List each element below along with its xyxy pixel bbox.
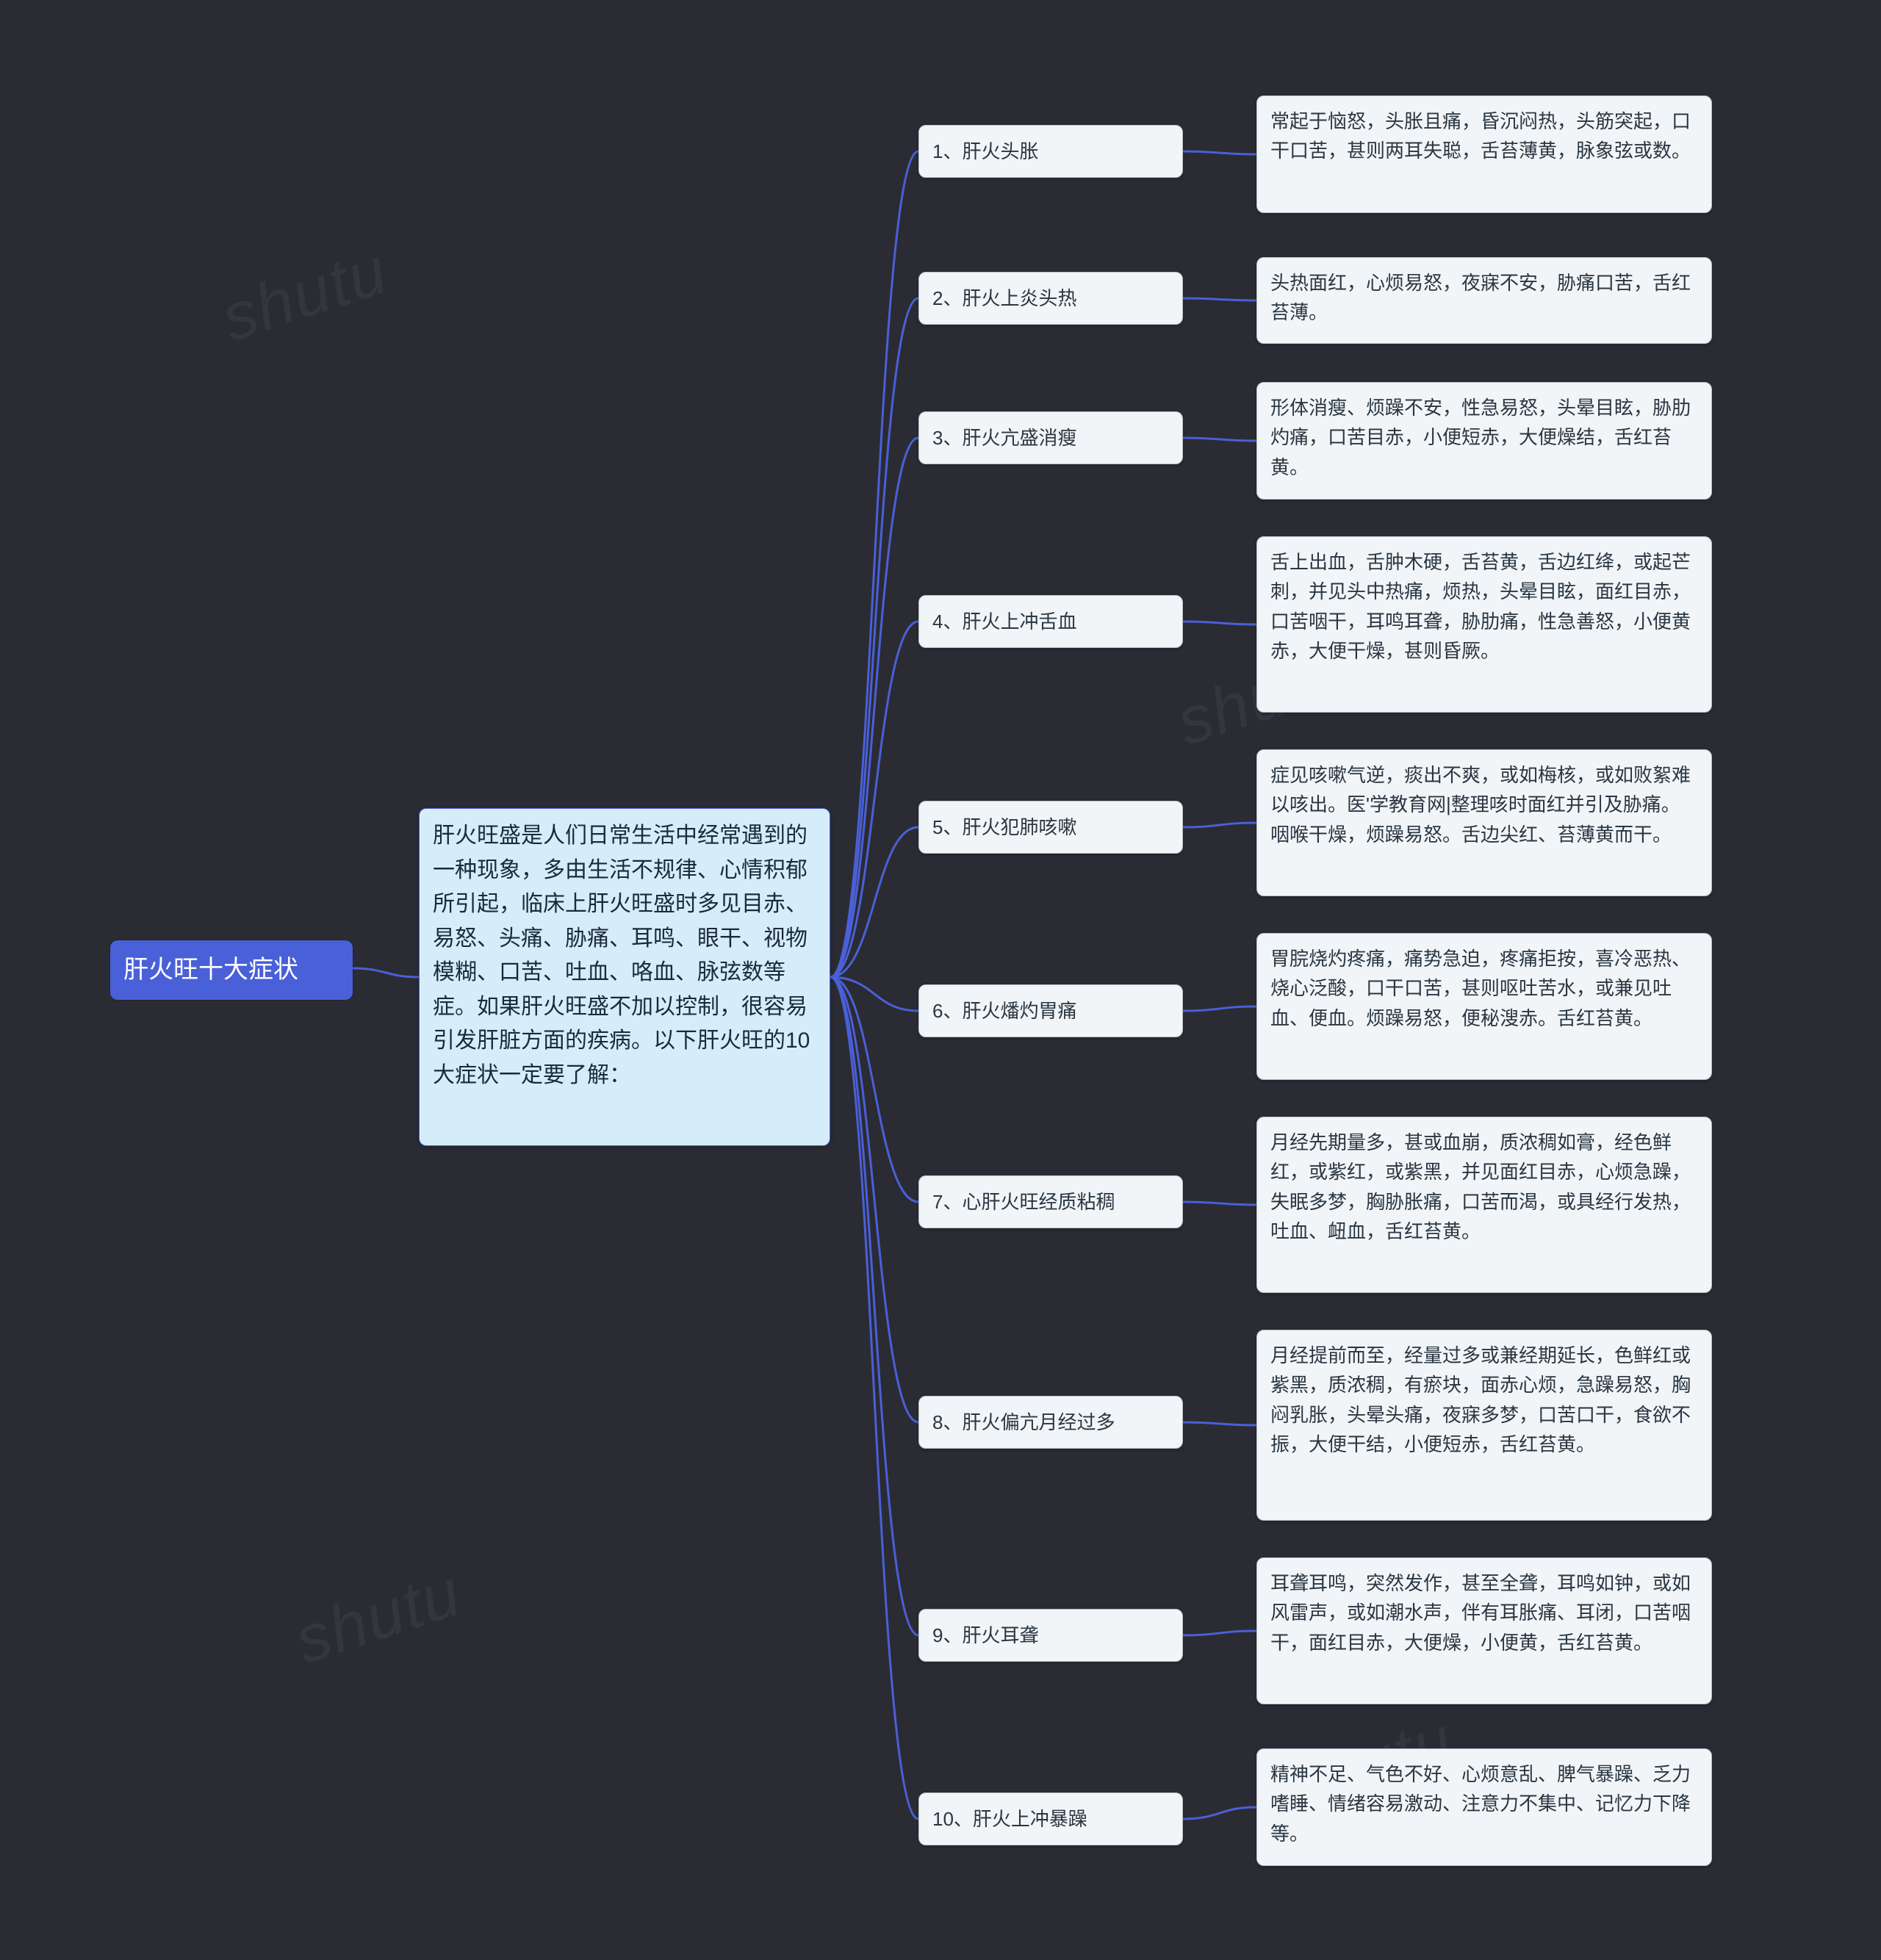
symptom-label: 9、肝火耳聋	[932, 1621, 1038, 1650]
symptom-desc[interactable]: 胃脘烧灼疼痛，痛势急迫，疼痛拒按，喜冷恶热、烧心泛酸，口干口苦，甚则呕吐苦水，或…	[1256, 933, 1712, 1080]
symptom-desc[interactable]: 舌上出血，舌肿木硬，舌苔黄，舌边红绛，或起芒刺，并见头中热痛，烦热，头晕目眩，面…	[1256, 536, 1712, 713]
connector	[1183, 621, 1256, 624]
symptom-node[interactable]: 4、肝火上冲舌血	[918, 595, 1183, 648]
symptom-label: 8、肝火偏亢月经过多	[932, 1408, 1115, 1437]
symptom-label: 2、肝火上炎头热	[932, 284, 1076, 313]
symptom-desc[interactable]: 精神不足、气色不好、心烦意乱、脾气暴躁、乏力嗜睡、情绪容易激动、注意力不集中、记…	[1256, 1748, 1712, 1866]
connector	[1183, 151, 1256, 154]
mindmap-canvas: shutu shutu shutu shutu 肝火旺十大症状 肝火旺盛是人们日…	[0, 0, 1881, 1960]
symptom-desc-text: 形体消瘦、烦躁不安，性急易怒，头晕目眩，胁肋灼痛，口苦目赤，小便短赤，大便燥结，…	[1270, 397, 1691, 478]
symptom-desc-text: 症见咳嗽气逆，痰出不爽，或如梅核，或如败絮难以咳出。医'学教育网|整理咳时面红并…	[1270, 764, 1691, 846]
symptom-desc-text: 舌上出血，舌肿木硬，舌苔黄，舌边红绛，或起芒刺，并见头中热痛，烦热，头晕目眩，面…	[1270, 551, 1691, 662]
connector	[1183, 438, 1256, 441]
connector	[1183, 1006, 1256, 1011]
watermark: shutu	[287, 1555, 471, 1679]
connector	[830, 438, 918, 977]
connector	[830, 977, 918, 1011]
connector	[830, 977, 918, 1635]
intro-text: 肝火旺盛是人们日常生活中经常遇到的一种现象，多由生活不规律、心情积郁所引起，临床…	[433, 824, 810, 1087]
symptom-desc[interactable]: 形体消瘦、烦躁不安，性急易怒，头晕目眩，胁肋灼痛，口苦目赤，小便短赤，大便燥结，…	[1256, 382, 1712, 500]
symptom-desc-text: 头热面红，心烦易怒，夜寐不安，胁痛口苦，舌红苔薄。	[1270, 272, 1691, 323]
symptom-desc-text: 胃脘烧灼疼痛，痛势急迫，疼痛拒按，喜冷恶热、烧心泛酸，口干口苦，甚则呕吐苦水，或…	[1270, 948, 1691, 1029]
connector	[830, 977, 918, 1819]
intro-node[interactable]: 肝火旺盛是人们日常生活中经常遇到的一种现象，多由生活不规律、心情积郁所引起，临床…	[419, 808, 830, 1146]
symptom-label: 4、肝火上冲舌血	[932, 607, 1076, 636]
symptom-label: 3、肝火亢盛消瘦	[932, 423, 1076, 453]
symptom-desc[interactable]: 症见咳嗽气逆，痰出不爽，或如梅核，或如败絮难以咳出。医'学教育网|整理咳时面红并…	[1256, 749, 1712, 896]
connector	[1183, 1807, 1256, 1819]
connector	[830, 977, 918, 1422]
symptom-node[interactable]: 7、心肝火旺经质粘稠	[918, 1175, 1183, 1228]
connector	[1183, 1631, 1256, 1635]
symptom-node[interactable]: 8、肝火偏亢月经过多	[918, 1396, 1183, 1449]
connector	[353, 968, 419, 977]
symptom-node[interactable]: 6、肝火燔灼胃痛	[918, 984, 1183, 1037]
connector	[830, 977, 918, 1202]
symptom-node[interactable]: 3、肝火亢盛消瘦	[918, 411, 1183, 464]
watermark: shutu	[213, 233, 398, 357]
symptom-desc[interactable]: 耳聋耳鸣，突然发作，甚至全聋，耳鸣如钟，或如风雷声，或如潮水声，伴有耳胀痛、耳闭…	[1256, 1557, 1712, 1704]
connector	[1183, 298, 1256, 300]
symptom-node[interactable]: 5、肝火犯肺咳嗽	[918, 801, 1183, 854]
symptom-label: 5、肝火犯肺咳嗽	[932, 813, 1076, 842]
symptom-desc[interactable]: 月经先期量多，甚或血崩，质浓稠如膏，经色鲜红，或紫红，或紫黑，并见面红目赤，心烦…	[1256, 1117, 1712, 1293]
symptom-label: 7、心肝火旺经质粘稠	[932, 1187, 1115, 1217]
symptom-desc-text: 常起于恼怒，头胀且痛，昏沉闷热，头筋突起，口干口苦，甚则两耳失聪，舌苔薄黄，脉象…	[1270, 110, 1691, 162]
symptom-label: 10、肝火上冲暴躁	[932, 1804, 1087, 1834]
root-node[interactable]: 肝火旺十大症状	[110, 940, 353, 1000]
symptom-node[interactable]: 1、肝火头胀	[918, 125, 1183, 178]
connector	[1183, 1202, 1256, 1205]
symptom-node[interactable]: 2、肝火上炎头热	[918, 272, 1183, 325]
symptom-desc[interactable]: 常起于恼怒，头胀且痛，昏沉闷热，头筋突起，口干口苦，甚则两耳失聪，舌苔薄黄，脉象…	[1256, 96, 1712, 213]
connector	[830, 827, 918, 977]
connector	[1183, 823, 1256, 827]
symptom-node[interactable]: 9、肝火耳聋	[918, 1609, 1183, 1662]
symptom-desc-text: 月经提前而至，经量过多或兼经期延长，色鲜红或紫黑，质浓稠，有瘀块，面赤心烦，急躁…	[1270, 1344, 1691, 1455]
symptom-desc-text: 精神不足、气色不好、心烦意乱、脾气暴躁、乏力嗜睡、情绪容易激动、注意力不集中、记…	[1270, 1763, 1691, 1845]
symptom-desc-text: 耳聋耳鸣，突然发作，甚至全聋，耳鸣如钟，或如风雷声，或如潮水声，伴有耳胀痛、耳闭…	[1270, 1572, 1691, 1654]
symptom-desc[interactable]: 月经提前而至，经量过多或兼经期延长，色鲜红或紫黑，质浓稠，有瘀块，面赤心烦，急躁…	[1256, 1330, 1712, 1521]
root-label: 肝火旺十大症状	[123, 956, 298, 984]
connector	[830, 621, 918, 977]
symptom-label: 6、肝火燔灼胃痛	[932, 996, 1076, 1026]
symptom-node[interactable]: 10、肝火上冲暴躁	[918, 1793, 1183, 1845]
connector	[830, 151, 918, 977]
symptom-label: 1、肝火头胀	[932, 137, 1038, 166]
symptom-desc[interactable]: 头热面红，心烦易怒，夜寐不安，胁痛口苦，舌红苔薄。	[1256, 257, 1712, 344]
connector	[830, 298, 918, 977]
connector	[1183, 1422, 1256, 1425]
symptom-desc-text: 月经先期量多，甚或血崩，质浓稠如膏，经色鲜红，或紫红，或紫黑，并见面红目赤，心烦…	[1270, 1131, 1691, 1242]
